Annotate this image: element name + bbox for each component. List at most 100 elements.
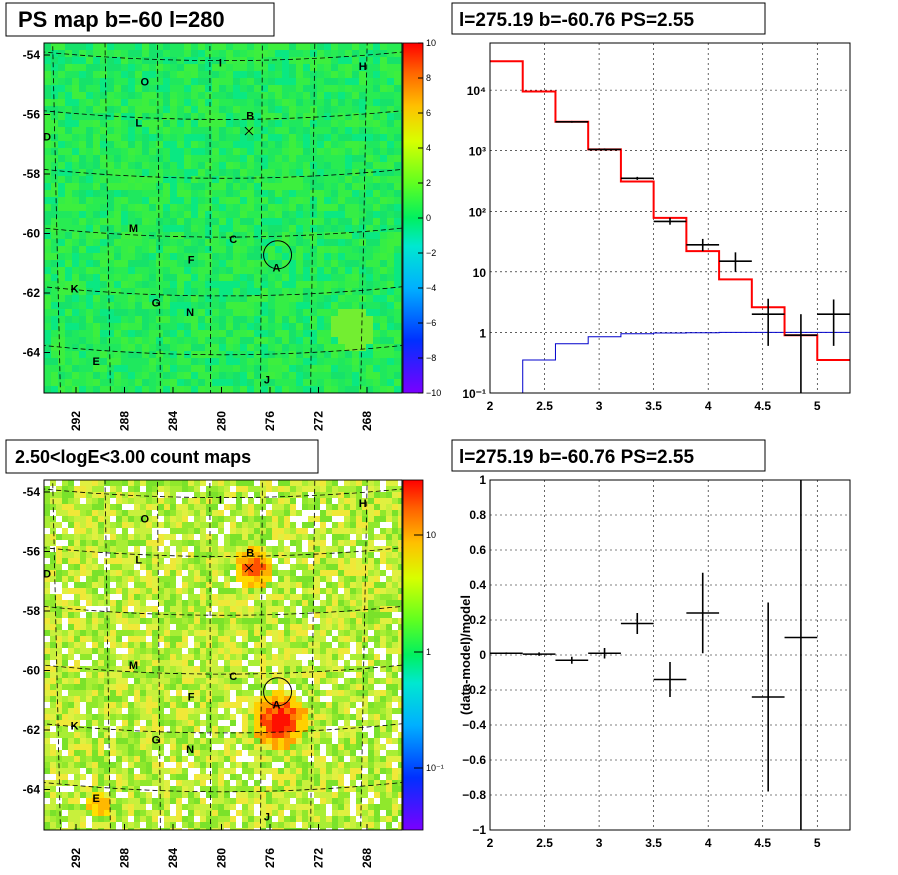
- ps-map-pixel: [212, 351, 219, 358]
- count-map-pixel: [182, 606, 188, 612]
- count-map-pixel: [128, 504, 134, 510]
- count-map-pixel: [230, 594, 236, 600]
- ps-map-pixel: [387, 92, 394, 99]
- count-map-pixel: [248, 624, 254, 630]
- count-map-pixel: [218, 594, 224, 600]
- ps-map-pixel: [324, 78, 331, 85]
- ps-map-pixel: [247, 246, 254, 253]
- ps-map-pixel: [184, 274, 191, 281]
- ps-map-pixel: [72, 134, 79, 141]
- count-map-pixel: [188, 534, 194, 540]
- count-map-pixel: [236, 642, 242, 648]
- count-map-pixel: [194, 558, 200, 564]
- ps-map-pixel: [310, 295, 317, 302]
- ps-map-pixel: [121, 211, 128, 218]
- count-map-pixel: [134, 702, 140, 708]
- ps-map-pixel: [121, 302, 128, 309]
- ps-map-pixel: [324, 113, 331, 120]
- ps-map-pixel: [79, 155, 86, 162]
- count-map-pixel: [74, 702, 80, 708]
- ps-map-pixel: [51, 92, 58, 99]
- ps-map-pixel: [51, 344, 58, 351]
- count-map-pixel: [290, 648, 296, 654]
- count-map-pixel: [50, 588, 56, 594]
- count-map-pixel: [350, 624, 356, 630]
- count-map-pixel: [44, 552, 50, 558]
- count-map-pixel: [212, 480, 218, 486]
- count-map-pixel: [332, 522, 338, 528]
- ps-map-pixel: [142, 197, 149, 204]
- ps-map-pixel: [156, 365, 163, 372]
- ps-map-pixel: [331, 162, 338, 169]
- count-map-pixel: [302, 600, 308, 606]
- count-map-pixel: [44, 648, 50, 654]
- ps-map-pixel: [163, 365, 170, 372]
- ps-map-pixel: [310, 225, 317, 232]
- ps-map-pixel: [114, 316, 121, 323]
- ps-map-pixel: [254, 155, 261, 162]
- ps-map-pixel: [170, 190, 177, 197]
- count-map-pixel: [272, 516, 278, 522]
- ps-map-pixel: [86, 337, 93, 344]
- ps-map-pixel: [261, 253, 268, 260]
- ps-map-pixel: [289, 176, 296, 183]
- ps-map-pixel: [345, 379, 352, 386]
- count-map-pixel: [200, 570, 206, 576]
- count-map-pixel: [398, 648, 402, 654]
- ps-map-pixel: [149, 358, 156, 365]
- ps-map-pixel: [324, 337, 331, 344]
- ps-map-pixel: [107, 155, 114, 162]
- ps-map-pixel: [289, 274, 296, 281]
- ps-map-pixel: [289, 316, 296, 323]
- count-map-pixel: [86, 534, 92, 540]
- count-map-pixel: [272, 588, 278, 594]
- count-map-pixel: [392, 558, 398, 564]
- ps-map-pixel: [366, 379, 373, 386]
- count-map-pixel: [170, 708, 176, 714]
- ps-map-pixel: [72, 253, 79, 260]
- count-map-pixel: [128, 528, 134, 534]
- ps-map-pixel: [93, 253, 100, 260]
- count-map-pixel: [140, 498, 146, 504]
- count-map-pixel: [248, 510, 254, 516]
- ps-map-pixel: [100, 43, 107, 50]
- ps-map-pixel: [191, 218, 198, 225]
- count-map-pixel: [68, 582, 74, 588]
- ps-map-pixel: [177, 183, 184, 190]
- count-map-pixel: [164, 666, 170, 672]
- count-map-pixel: [332, 636, 338, 642]
- count-map-pixel: [182, 666, 188, 672]
- count-map-pixel: [350, 528, 356, 534]
- count-map-pixel: [224, 690, 230, 696]
- count-map-pixel: [176, 588, 182, 594]
- ps-map-pixel: [191, 365, 198, 372]
- ps-map-pixel: [254, 260, 261, 267]
- ps-map-pixel: [212, 344, 219, 351]
- count-map-pixel: [386, 570, 392, 576]
- ps-map-pixel: [310, 281, 317, 288]
- count-map-pixel: [326, 510, 332, 516]
- count-map-pixel: [314, 642, 320, 648]
- count-map-pixel: [206, 624, 212, 630]
- count-map-pixel: [56, 708, 62, 714]
- count-map-pixel: [146, 528, 152, 534]
- ps-map-pixel: [373, 162, 380, 169]
- count-map-pixel: [374, 564, 380, 570]
- ps-map-pixel: [149, 162, 156, 169]
- ps-map-pixel: [51, 50, 58, 57]
- count-map-pixel: [194, 702, 200, 708]
- ps-map-pixel: [135, 295, 142, 302]
- ps-map-pixel: [128, 148, 135, 155]
- ps-map-pixel: [212, 323, 219, 330]
- ps-map-pixel: [51, 246, 58, 253]
- ps-map-pixel: [345, 211, 352, 218]
- count-map-pixel: [332, 492, 338, 498]
- count-map-pixel: [80, 516, 86, 522]
- count-map-pixel: [338, 594, 344, 600]
- ps-map-pixel: [380, 323, 387, 330]
- count-map-pixel: [284, 480, 290, 486]
- source-label-l: L: [135, 117, 142, 129]
- ps-map-pixel: [51, 274, 58, 281]
- count-map-pixel: [50, 690, 56, 696]
- count-map-pixel: [380, 594, 386, 600]
